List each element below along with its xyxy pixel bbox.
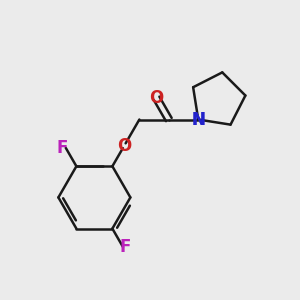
Text: N: N	[191, 110, 205, 128]
Text: N: N	[191, 110, 205, 128]
Text: F: F	[56, 139, 68, 157]
Text: O: O	[117, 137, 131, 155]
Text: F: F	[120, 238, 131, 256]
Text: O: O	[149, 89, 164, 107]
